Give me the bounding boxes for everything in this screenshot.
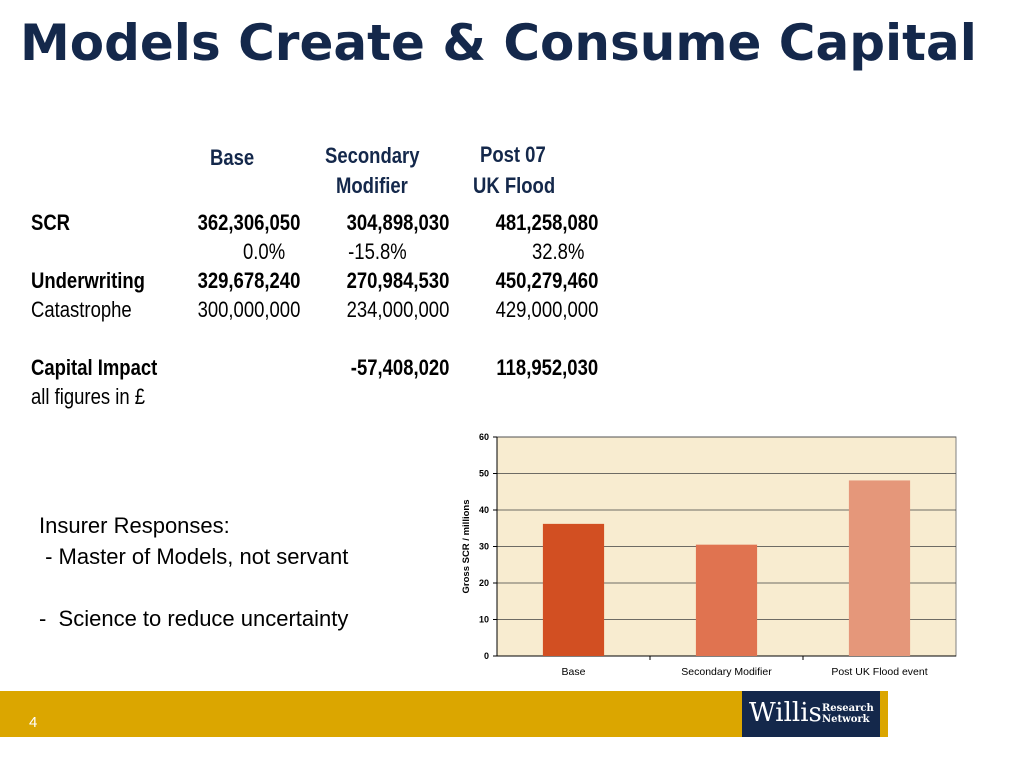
- row-label-capital-impact: Capital Impact: [31, 355, 158, 380]
- underwriting-post: 450,279,460: [495, 268, 598, 293]
- header-post-line1: Post 07: [480, 142, 546, 167]
- figures-note: all figures in £: [31, 384, 146, 409]
- bar-post-uk-flood-event: [848, 480, 911, 656]
- header-post-line2: UK Flood: [473, 173, 556, 198]
- underwriting-secondary: 270,984,530: [346, 268, 449, 293]
- header-secondary-line2: Modifier: [336, 173, 408, 198]
- bar-base: [542, 523, 605, 656]
- y-tick-label: 60: [479, 432, 489, 442]
- scr-bar-chart: 0 10 20 30 40 50 60 Base Secondary Modifier Post …: [461, 432, 957, 678]
- responses-item-2: - Science to reduce uncertainty: [39, 606, 349, 631]
- responses-heading: Insurer Responses:: [39, 513, 230, 538]
- logo-subtitle-line2: Network: [822, 714, 870, 725]
- y-tick-label: 20: [479, 578, 489, 588]
- logo-subtitle-line1: Research: [822, 703, 874, 714]
- row-label-catastrophe: Catastrophe: [31, 297, 132, 322]
- row-label-underwriting: Underwriting: [31, 268, 145, 293]
- insurer-responses: Insurer Responses: - Master of Models, n…: [39, 510, 348, 634]
- footer-bar: [0, 691, 888, 737]
- catastrophe-post: 429,000,000: [495, 297, 598, 322]
- page-number: 4: [29, 714, 38, 731]
- row-label-scr: SCR: [31, 210, 71, 235]
- responses-item-1: - Master of Models, not servant: [39, 544, 349, 569]
- underwriting-base: 329,678,240: [197, 268, 300, 293]
- x-tick-label: Secondary Modifier: [681, 666, 772, 678]
- bar-secondary-modifier: [695, 544, 758, 656]
- y-tick-label: 10: [479, 615, 489, 625]
- catastrophe-secondary: 234,000,000: [346, 297, 449, 322]
- slide-title: Models Create & Consume Capital: [20, 14, 977, 72]
- responses-spacer: [39, 572, 348, 603]
- header-base: Base: [210, 145, 255, 170]
- y-tick-label: 50: [479, 469, 489, 479]
- pct-post: 32.8%: [531, 239, 584, 264]
- y-tick-label: 0: [484, 651, 489, 661]
- logo-subtitle: Research Network: [822, 703, 874, 725]
- x-tick-label: Post UK Flood event: [831, 666, 927, 678]
- y-tick-label: 40: [479, 505, 489, 515]
- pct-secondary: -15.8%: [348, 239, 407, 264]
- y-tick-label: 30: [479, 542, 489, 552]
- y-axis-label: Gross SCR / millions: [461, 500, 472, 594]
- capital-impact-secondary: -57,408,020: [350, 355, 449, 380]
- scr-secondary: 304,898,030: [346, 210, 449, 235]
- scr-base: 362,306,050: [197, 210, 300, 235]
- pct-base: 0.0%: [242, 239, 285, 264]
- x-tick-label: Base: [562, 666, 586, 678]
- scr-post: 481,258,080: [495, 210, 598, 235]
- willis-logo: Willis Research Network: [742, 691, 880, 737]
- catastrophe-base: 300,000,000: [197, 297, 300, 322]
- capital-impact-post: 118,952,030: [496, 355, 598, 380]
- header-secondary-line1: Secondary: [325, 143, 420, 168]
- logo-wordmark: Willis: [749, 698, 822, 728]
